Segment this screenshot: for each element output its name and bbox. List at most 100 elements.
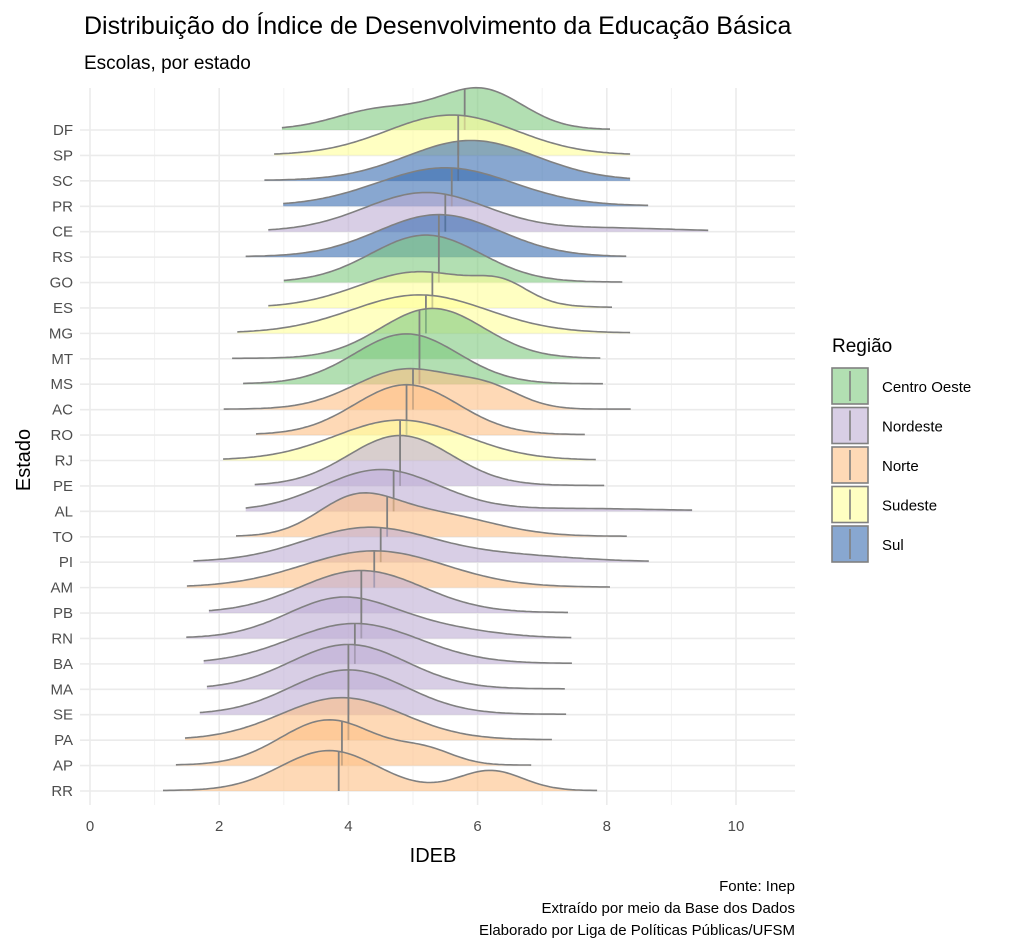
ridge-outline <box>199 669 567 715</box>
ridge-outline <box>245 468 693 511</box>
y-tick-label: AL <box>55 503 73 520</box>
y-tick-label: PR <box>52 198 73 215</box>
ridge-outline <box>245 213 627 258</box>
y-tick-label: MG <box>49 325 73 342</box>
legend-item: Sudeste <box>831 485 937 524</box>
y-tick-label: RS <box>52 249 73 266</box>
ridge-outline <box>268 191 709 232</box>
ridge-outline <box>175 718 532 766</box>
ridge-outline <box>206 643 565 690</box>
x-tick-label: 6 <box>473 818 481 835</box>
ridge-outline <box>283 234 623 283</box>
x-tick-label: 4 <box>344 818 352 835</box>
ridge-outline <box>254 434 605 487</box>
legend-label: Sul <box>882 537 904 554</box>
ridge-outline <box>223 367 631 410</box>
x-tick-labels: 0 2 4 6 8 10 <box>86 818 745 835</box>
y-tick-label: AP <box>53 758 73 775</box>
ridge-fill <box>243 333 603 385</box>
ridge-outline <box>235 491 627 537</box>
ridge-outline <box>186 596 572 639</box>
ridge-fill <box>199 669 567 715</box>
ridge-fill <box>268 192 709 232</box>
legend-label: Nordeste <box>882 419 943 436</box>
ridge-outline <box>237 294 631 334</box>
y-tick-label: SE <box>53 707 73 724</box>
x-tick-label: 0 <box>86 818 94 835</box>
ridge-outline <box>232 307 601 360</box>
ridge-fill <box>186 550 610 588</box>
ridge-fill <box>203 623 572 664</box>
ridge-fill <box>185 697 552 741</box>
y-tick-label: TO <box>52 529 73 546</box>
legend-item: Sul <box>831 525 904 563</box>
ridge-outline <box>203 622 572 664</box>
ridge-fill <box>268 271 612 308</box>
ridge-fill <box>283 235 623 283</box>
ridge-outline <box>255 383 585 436</box>
ridge-fill <box>256 384 585 436</box>
legend-label: Sudeste <box>882 498 937 515</box>
ridge-outline <box>208 569 568 614</box>
x-tick-label: 8 <box>603 818 611 835</box>
y-tick-label: CE <box>52 224 73 241</box>
ridge-fill <box>281 87 610 130</box>
x-axis-title: IDEB <box>410 845 457 867</box>
ridge-outline <box>264 139 631 181</box>
legend-label: Centro Oeste <box>882 379 971 396</box>
caption-extracted: Extraído por meio da Base dos Dados <box>542 900 795 917</box>
ridge-fill <box>232 308 601 359</box>
chart-title: Distribuição do Índice de Desenvolviment… <box>84 11 791 40</box>
ridge-fill <box>163 750 598 791</box>
ridge-outline <box>268 270 612 308</box>
ridge-fill <box>236 492 627 537</box>
ridge-outline <box>223 419 596 461</box>
y-tick-label: RR <box>51 783 73 800</box>
ridge-outline <box>163 749 598 792</box>
y-tick-label: DF <box>53 122 73 139</box>
ridge-outline <box>184 696 552 741</box>
legend-title: Região <box>832 336 892 357</box>
y-tick-labels: DF SP SC PR CE RS GO ES MG MT MS AC RO RJ PE AL TO PI AM PB… <box>49 122 73 800</box>
ridge-fill <box>186 597 572 639</box>
y-tick-label: AM <box>51 580 74 597</box>
ridge-outline <box>281 86 610 130</box>
ridge-rr <box>163 749 598 792</box>
y-axis-title: Estado <box>13 429 35 491</box>
ridge-fill <box>175 719 532 766</box>
y-tick-label: ES <box>53 300 73 317</box>
legend-item: Centro Oeste <box>831 367 971 405</box>
y-tick-label: SC <box>52 173 73 190</box>
y-tick-label: RN <box>51 630 73 647</box>
y-tick-label: RJ <box>55 453 73 470</box>
ridge-outline <box>274 114 631 155</box>
y-tick-label: AC <box>52 402 73 419</box>
legend-item: Norte <box>831 446 919 484</box>
chart-subtitle: Escolas, por estado <box>84 53 251 74</box>
ridge-outline <box>186 549 611 588</box>
y-tick-label: MS <box>51 376 74 393</box>
ridge-fill <box>208 570 568 614</box>
y-tick-label: PE <box>53 478 73 495</box>
ridge-fill <box>274 115 631 156</box>
legend-item: Nordeste <box>831 406 943 445</box>
y-tick-label: PB <box>53 605 73 622</box>
ridges <box>163 86 709 792</box>
y-tick-label: BA <box>53 656 73 673</box>
x-tick-label: 10 <box>728 818 745 835</box>
caption-source: Fonte: Inep <box>719 878 795 895</box>
ridge-fill <box>206 644 565 690</box>
y-tick-label: PI <box>59 554 73 571</box>
ridge-fill <box>193 527 649 563</box>
ridge-outline <box>193 526 649 562</box>
x-tick-label: 2 <box>215 818 223 835</box>
legend: Centro Oeste Nordeste Norte Sudeste Sul <box>831 367 971 563</box>
y-tick-label: RO <box>51 427 74 444</box>
ridge-fill <box>264 140 631 181</box>
y-tick-label: MT <box>51 351 73 368</box>
y-tick-label: SP <box>53 147 73 164</box>
ridge-fill <box>254 435 605 486</box>
y-tick-label: GO <box>50 275 73 292</box>
caption-author: Elaborado por Liga de Políticas Públicas… <box>479 922 795 939</box>
